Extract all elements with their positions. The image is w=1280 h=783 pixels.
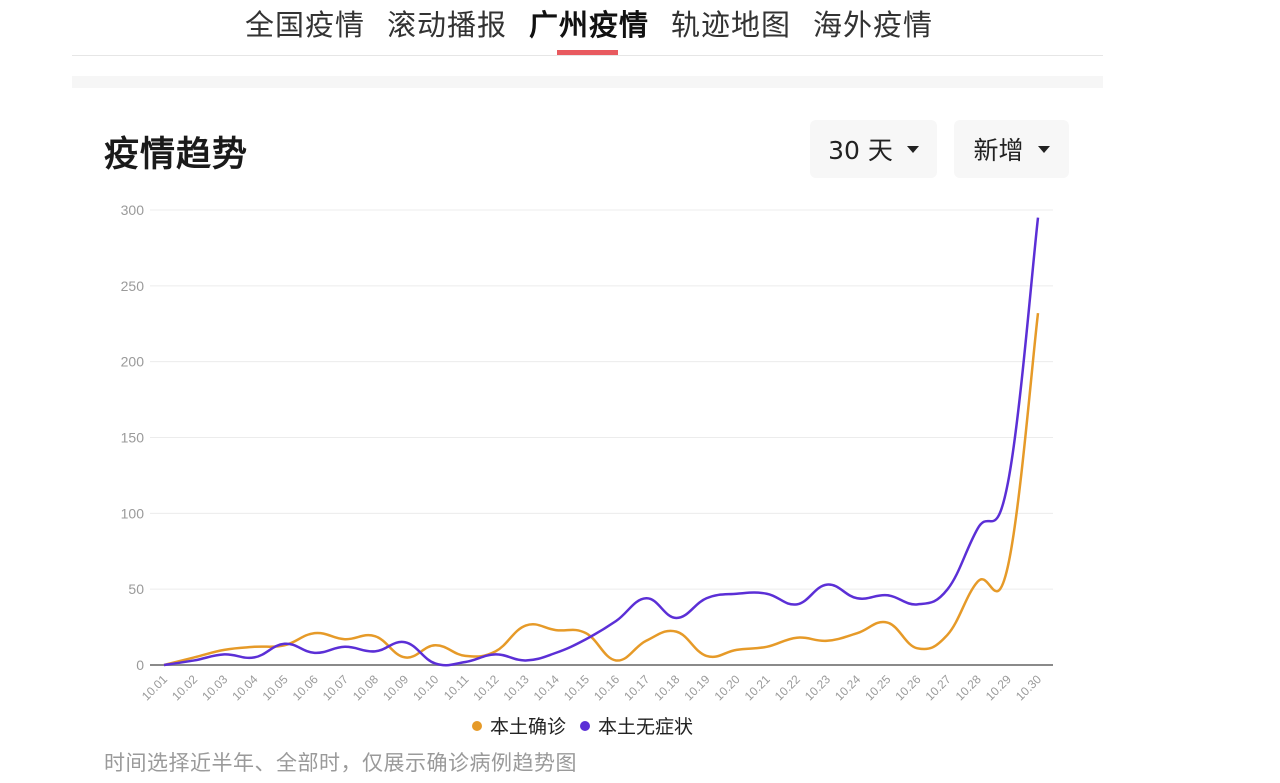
y-tick-label: 50 [128,581,144,597]
x-tick-label: 10.26 [892,672,923,703]
legend-label: 本土确诊 [490,716,567,738]
caret-down-icon [906,145,919,153]
x-tick-label: 10.07 [320,672,351,703]
x-tick-label: 10.23 [802,672,833,703]
x-tick-label: 10.29 [983,672,1014,703]
x-tick-label: 10.22 [772,672,803,703]
y-tick-label: 0 [136,657,144,673]
confirmed-series-line[interactable] [163,312,1040,667]
x-tick-label: 10.14 [531,672,562,703]
x-tick-label: 10.03 [199,672,230,703]
x-tick-label: 10.11 [441,672,472,703]
tab-overseas[interactable]: 海外疫情 [813,8,934,42]
y-tick-label: 100 [121,505,145,521]
x-tick-label: 10.27 [923,672,954,703]
x-tick-label: 10.15 [561,672,592,703]
x-tick-label: 10.12 [471,672,502,703]
y-tick-label: 300 [121,202,145,218]
type-dropdown-label: 新增 [973,136,1024,165]
y-tick-label: 150 [121,430,145,446]
x-tick-label: 10.06 [290,672,321,703]
legend-dot-icon [580,720,591,731]
chart-footnote: 时间选择近半年、全部时，仅展示确诊病例趋势图 [104,751,577,775]
top-tab-bar: 全国疫情 滚动播报 广州疫情 轨迹地图 海外疫情 [0,0,1176,56]
asymptomatic-series-line[interactable] [163,217,1040,667]
x-tick-label: 10.24 [832,672,863,703]
x-tick-label: 10.02 [169,672,200,703]
x-tick-label: 10.28 [953,672,984,703]
tab-live-updates[interactable]: 滚动播报 [387,8,508,42]
x-tick-label: 10.01 [139,672,170,703]
x-tick-label: 10.18 [651,672,682,703]
x-tick-label: 10.04 [229,672,260,703]
x-tick-label: 10.30 [1013,672,1044,703]
x-tick-label: 10.17 [621,672,652,703]
legend-dot-icon [472,720,482,731]
x-tick-label: 10.19 [681,672,712,703]
legend-label: 本土无症状 [598,716,694,738]
chart-legend: 本土确诊 本土无症状 [472,712,707,739]
section-separator [72,76,1103,88]
type-dropdown[interactable]: 新增 [954,120,1069,178]
tab-national[interactable]: 全国疫情 [245,8,366,42]
active-tab-indicator [557,50,618,55]
x-tick-label: 10.13 [501,672,532,703]
y-tick-label: 200 [121,354,145,370]
legend-item-asymptomatic[interactable]: 本土无症状 [580,712,693,739]
x-tick-label: 10.10 [410,672,441,703]
tab-divider [72,55,1103,56]
x-tick-label: 10.09 [380,672,411,703]
tab-trajectory-map[interactable]: 轨迹地图 [671,8,792,42]
x-tick-label: 10.08 [350,672,381,703]
legend-item-confirmed[interactable]: 本土确诊 [472,712,566,739]
x-tick-label: 10.21 [742,672,773,703]
y-tick-label: 250 [121,278,145,294]
x-tick-label: 10.05 [260,672,291,703]
section-title: 疫情趋势 [104,135,249,175]
x-tick-label: 10.25 [862,672,893,703]
range-dropdown-label: 30 天 [828,136,893,165]
x-tick-label: 10.20 [712,672,743,703]
range-dropdown[interactable]: 30 天 [810,120,937,178]
x-tick-label: 10.16 [591,672,622,703]
tab-guangzhou[interactable]: 广州疫情 [529,8,650,42]
caret-down-icon [1037,145,1050,153]
